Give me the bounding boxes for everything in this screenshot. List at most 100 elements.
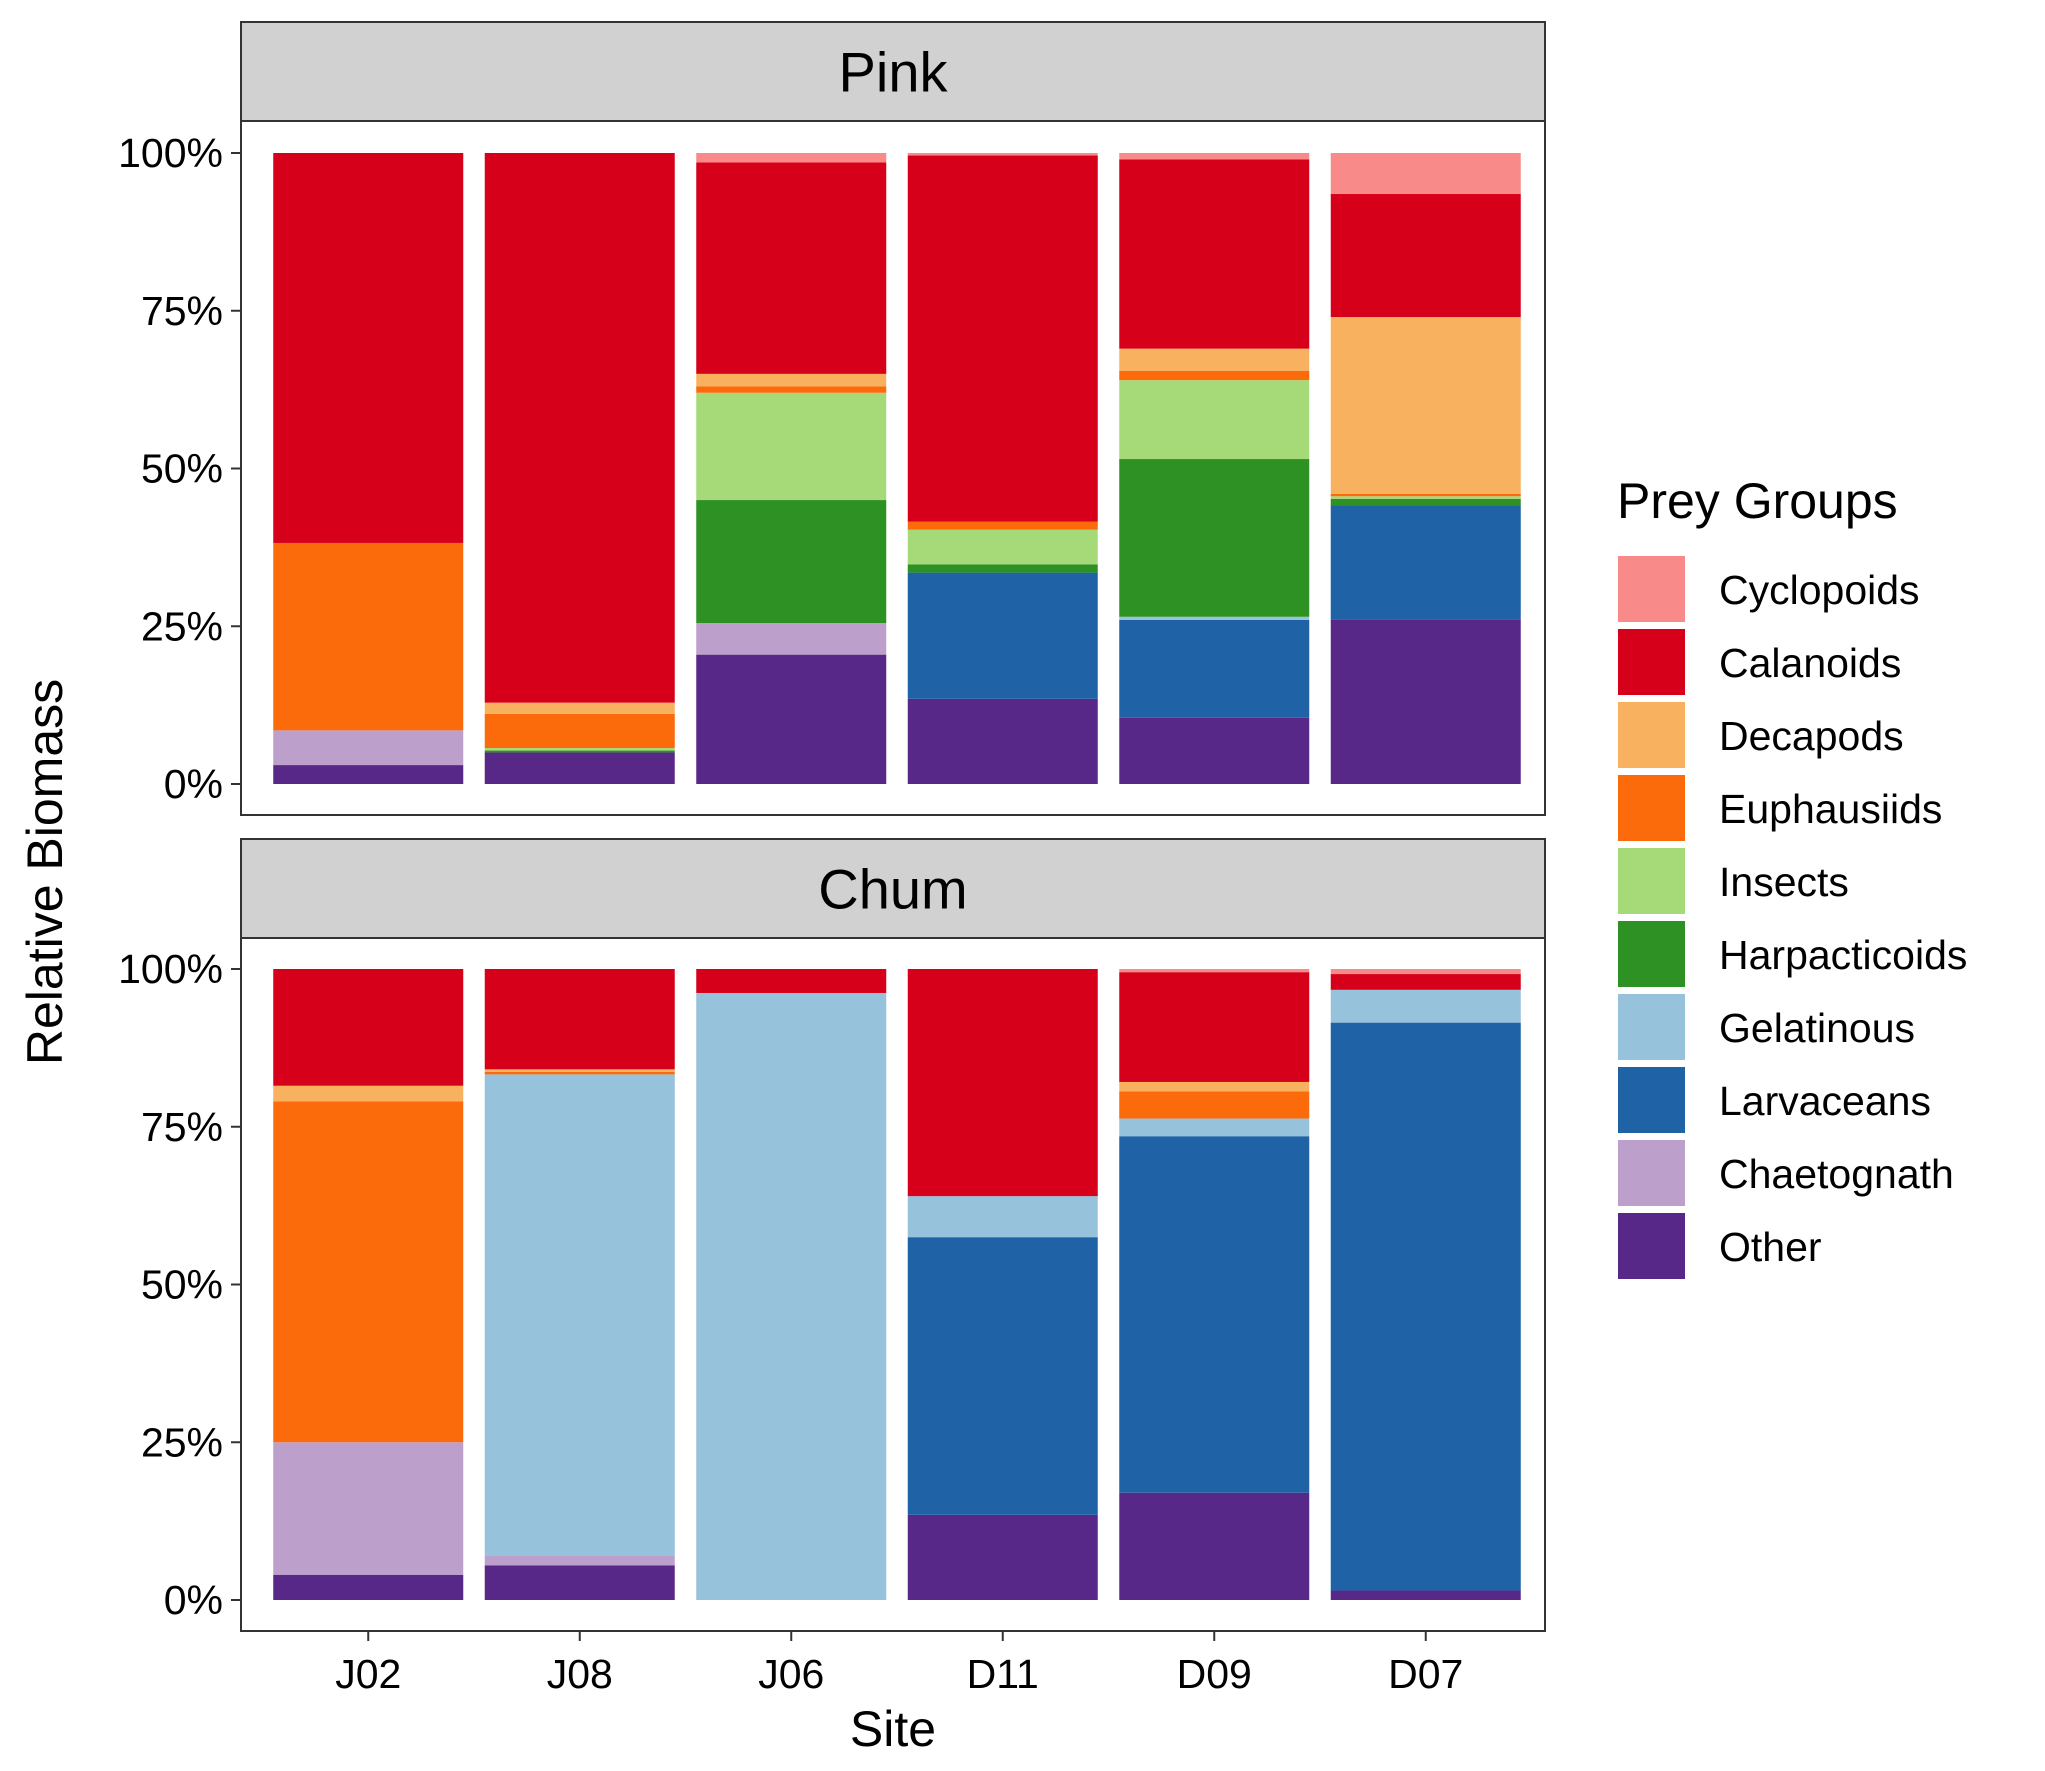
bar-segment-calanoids [273, 153, 464, 543]
bar-segment-calanoids [696, 162, 887, 374]
x-axis-title: Site [850, 1701, 936, 1757]
bar-segment-cyclopoids [1119, 969, 1310, 973]
bar-segment-larvaceans [1330, 505, 1521, 620]
legend-label: Insects [1719, 859, 1849, 905]
bar-segment-larvaceans [907, 572, 1098, 699]
bar-segment-decapods [696, 373, 887, 387]
bar-segment-calanoids [1119, 972, 1310, 1082]
x-tick-label: D09 [1177, 1651, 1252, 1697]
bar-segment-gelatinous [1119, 616, 1310, 620]
y-tick-label: 0% [164, 1577, 223, 1623]
legend-label: Other [1719, 1224, 1822, 1270]
bar-segment-calanoids [1119, 159, 1310, 349]
x-axis: J02 J08 J06 D11 D09 D07 [335, 1631, 1463, 1697]
y-tick-label: 100% [118, 946, 223, 992]
legend-entry-chaetognath: Chaetognath [1618, 1140, 1954, 1206]
facet-strip [240, 21, 1546, 122]
bar-segment-insects [696, 392, 887, 501]
bar-stack-d11 [907, 153, 1098, 784]
legend-swatch [1618, 556, 1685, 622]
y-tick-label: 0% [164, 761, 223, 807]
bar-segment-harpacticoids [907, 564, 1098, 573]
bar-segment-calanoids [484, 969, 675, 1070]
y-tick-label: 50% [141, 446, 223, 492]
y-tick-label: 25% [141, 603, 223, 649]
legend: Prey Groups Cyclopoids Calanoids Decapods E… [1617, 473, 1967, 1279]
bar-segment-harpacticoids [484, 750, 675, 753]
bar-segment-decapods [484, 702, 675, 714]
legend-entry-other: Other [1618, 1213, 1822, 1279]
bar-stack-d09 [1119, 969, 1310, 1600]
legend-label: Chaetognath [1719, 1151, 1954, 1197]
facet-strip-label: Pink [839, 41, 949, 104]
bar-segment-cyclopoids [696, 153, 887, 163]
legend-label: Gelatinous [1719, 1005, 1915, 1051]
bar-segment-larvaceans [907, 1237, 1098, 1515]
legend-entry-harpacticoids: Harpacticoids [1618, 921, 1967, 987]
legend-label: Larvaceans [1719, 1078, 1931, 1124]
bar-segment-cyclopoids [1119, 153, 1310, 160]
bar-segment-decapods [1330, 317, 1521, 494]
bar-segment-cyclopoids [1330, 969, 1521, 975]
bar-segment-larvaceans [1330, 1022, 1521, 1591]
facet-panel-pink: Pink 0% 25% 50% 75% 100% [118, 21, 1546, 816]
bar-segment-other [484, 1565, 675, 1600]
bar-segment-other [273, 765, 464, 784]
legend-label: Harpacticoids [1719, 932, 1967, 978]
bar-stack-d07 [1330, 969, 1521, 1600]
bar-segment-insects [484, 748, 675, 751]
bar-segment-calanoids [907, 969, 1098, 1197]
facet-panels: Pink 0% 25% 50% 75% 100% Chum 0% 25% 50% 75% 100% [118, 21, 1546, 1632]
bar-segment-calanoids [907, 155, 1098, 522]
legend-swatch [1618, 1067, 1685, 1133]
bar-segment-harpacticoids [696, 500, 887, 624]
bar-segment-other [484, 752, 675, 784]
bar-segment-other [1330, 619, 1521, 784]
legend-entry-gelatinous: Gelatinous [1618, 994, 1915, 1060]
bar-segment-euphausiids [273, 1101, 464, 1443]
y-tick-label: 75% [141, 288, 223, 334]
bar-stack-j08 [484, 969, 675, 1600]
bar-segment-harpacticoids [1119, 459, 1310, 617]
bar-segment-insects [907, 529, 1098, 565]
legend-swatch [1618, 1140, 1685, 1206]
y-tick-label: 25% [141, 1419, 223, 1465]
y-tick-label: 75% [141, 1104, 223, 1150]
bar-stack-j08 [484, 153, 675, 784]
bar-segment-larvaceans [1119, 1136, 1310, 1493]
facet-strip-label: Chum [818, 858, 967, 921]
bar-segment-calanoids [273, 969, 464, 1086]
legend-entry-larvaceans: Larvaceans [1618, 1067, 1931, 1133]
facet-panel-chum: Chum 0% 25% 50% 75% 100% [118, 838, 1546, 1632]
bar-segment-euphausiids [1330, 493, 1521, 497]
x-tick-label: J06 [758, 1651, 824, 1697]
bar-segment-cyclopoids [1330, 153, 1521, 195]
bar-segment-chaetognath [273, 730, 464, 766]
bar-stack-d07 [1330, 153, 1521, 784]
y-tick-label: 50% [141, 1262, 223, 1308]
bar-segment-gelatinous [1119, 1118, 1310, 1137]
bar-segment-harpacticoids [1330, 498, 1521, 506]
legend-label: Calanoids [1719, 640, 1901, 686]
bar-segment-decapods [273, 1085, 464, 1102]
bar-segment-other [1330, 1590, 1521, 1600]
bar-segment-calanoids [1330, 194, 1521, 318]
bar-segment-decapods [1119, 348, 1310, 371]
bar-segment-euphausiids [907, 521, 1098, 530]
legend-label: Decapods [1719, 713, 1904, 759]
bar-segment-euphausiids [273, 542, 464, 731]
bar-segment-decapods [1119, 1081, 1310, 1092]
legend-swatch [1618, 921, 1685, 987]
bar-stack-j02 [273, 153, 464, 784]
bar-segment-gelatinous [484, 1074, 675, 1556]
legend-label: Cyclopoids [1719, 567, 1920, 613]
bar-segment-calanoids [1330, 974, 1521, 990]
bar-segment-gelatinous [1330, 989, 1521, 1023]
legend-entry-decapods: Decapods [1618, 702, 1904, 768]
bar-segment-euphausiids [484, 1071, 675, 1075]
bar-segment-other [273, 1574, 464, 1600]
bar-segment-other [907, 1514, 1098, 1600]
bar-segment-chaetognath [696, 623, 887, 655]
bar-segment-other [1119, 1492, 1310, 1600]
